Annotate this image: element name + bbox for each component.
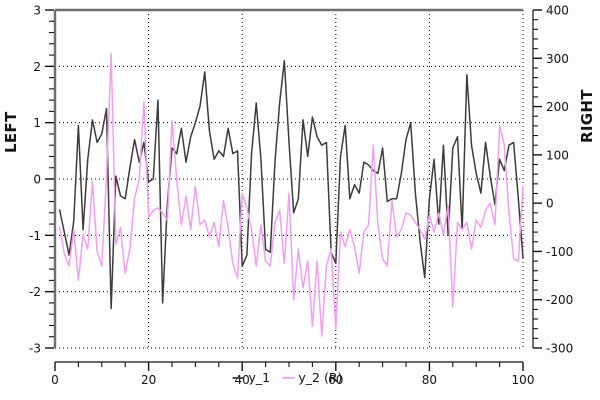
axis-tick-labels: -3 -2 -1 0 1 2 3 -300 -200 -100 0 100 200 300 400 0 20 40…: [29, 4, 573, 388]
left-axis-tick-label: 2: [33, 60, 41, 74]
chart-legend: y_1 y_2 (R): [232, 370, 342, 385]
left-axis-title: LEFT: [2, 111, 20, 153]
data-series: [58, 52, 524, 337]
right-axis-title: RIGHT: [578, 89, 596, 143]
x-axis-tick-label: 60: [328, 373, 343, 387]
left-axis-tick-label: 0: [33, 173, 41, 187]
right-axis-tick-label: -300: [546, 342, 573, 356]
x-axis-tick-label: 20: [141, 373, 156, 387]
legend-label-1: y_1: [249, 370, 271, 385]
left-axis-tick-label: -3: [29, 342, 41, 356]
x-axis-tick-label: 80: [422, 373, 437, 387]
series-line-y-2-r-: [58, 52, 524, 337]
right-axis-tick-label: 200: [546, 100, 569, 114]
legend-label-2: y_2 (R): [298, 370, 342, 385]
axis-ticks: [45, 9, 542, 371]
right-axis-tick-label: 300: [546, 52, 569, 66]
x-axis-tick-label: 40: [235, 373, 250, 387]
left-axis-tick-label: -2: [29, 285, 41, 299]
series-line-y-1: [58, 59, 524, 310]
right-axis-tick-label: 0: [546, 197, 554, 211]
right-axis-tick-label: 400: [546, 4, 569, 18]
x-axis-tick-label: 100: [512, 373, 535, 387]
x-axis-tick-label: 0: [51, 373, 59, 387]
left-axis-tick-label: 1: [33, 116, 41, 130]
right-axis-tick-label: 100: [546, 148, 569, 162]
plot-frame: [53, 8, 534, 363]
left-axis-tick-label: 3: [33, 4, 41, 18]
left-axis-tick-label: -1: [29, 229, 41, 243]
right-axis-tick-label: -100: [546, 245, 573, 259]
right-axis-tick-label: -200: [546, 293, 573, 307]
